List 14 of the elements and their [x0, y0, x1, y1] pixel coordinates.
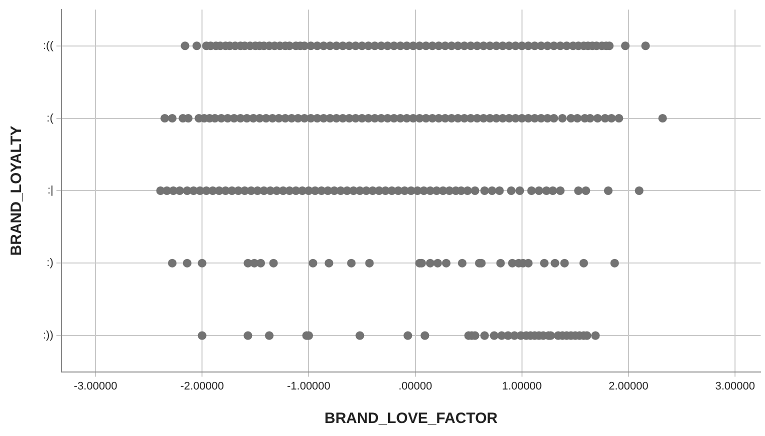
x-axis-title: BRAND_LOVE_FACTOR — [324, 410, 498, 428]
x-tick-label: -1.00000 — [286, 380, 330, 392]
y-tick-label: :(( — [42, 40, 54, 52]
y-tick-label: :)) — [42, 330, 54, 342]
x-tick-label: 1.00000 — [502, 380, 542, 392]
x-tick-label: 2.00000 — [608, 380, 648, 392]
y-tick-label: :( — [46, 112, 54, 124]
x-tick-label: -2.00000 — [180, 380, 224, 392]
y-tick-label: :) — [46, 257, 54, 270]
x-tick-label: .00000 — [398, 380, 432, 392]
y-tick-label: :| — [47, 184, 54, 197]
x-tick-label: -3.00000 — [74, 380, 118, 392]
x-tick-label: 3.00000 — [715, 380, 755, 392]
y-axis-title: BRAND_LOYALTY — [8, 126, 26, 256]
